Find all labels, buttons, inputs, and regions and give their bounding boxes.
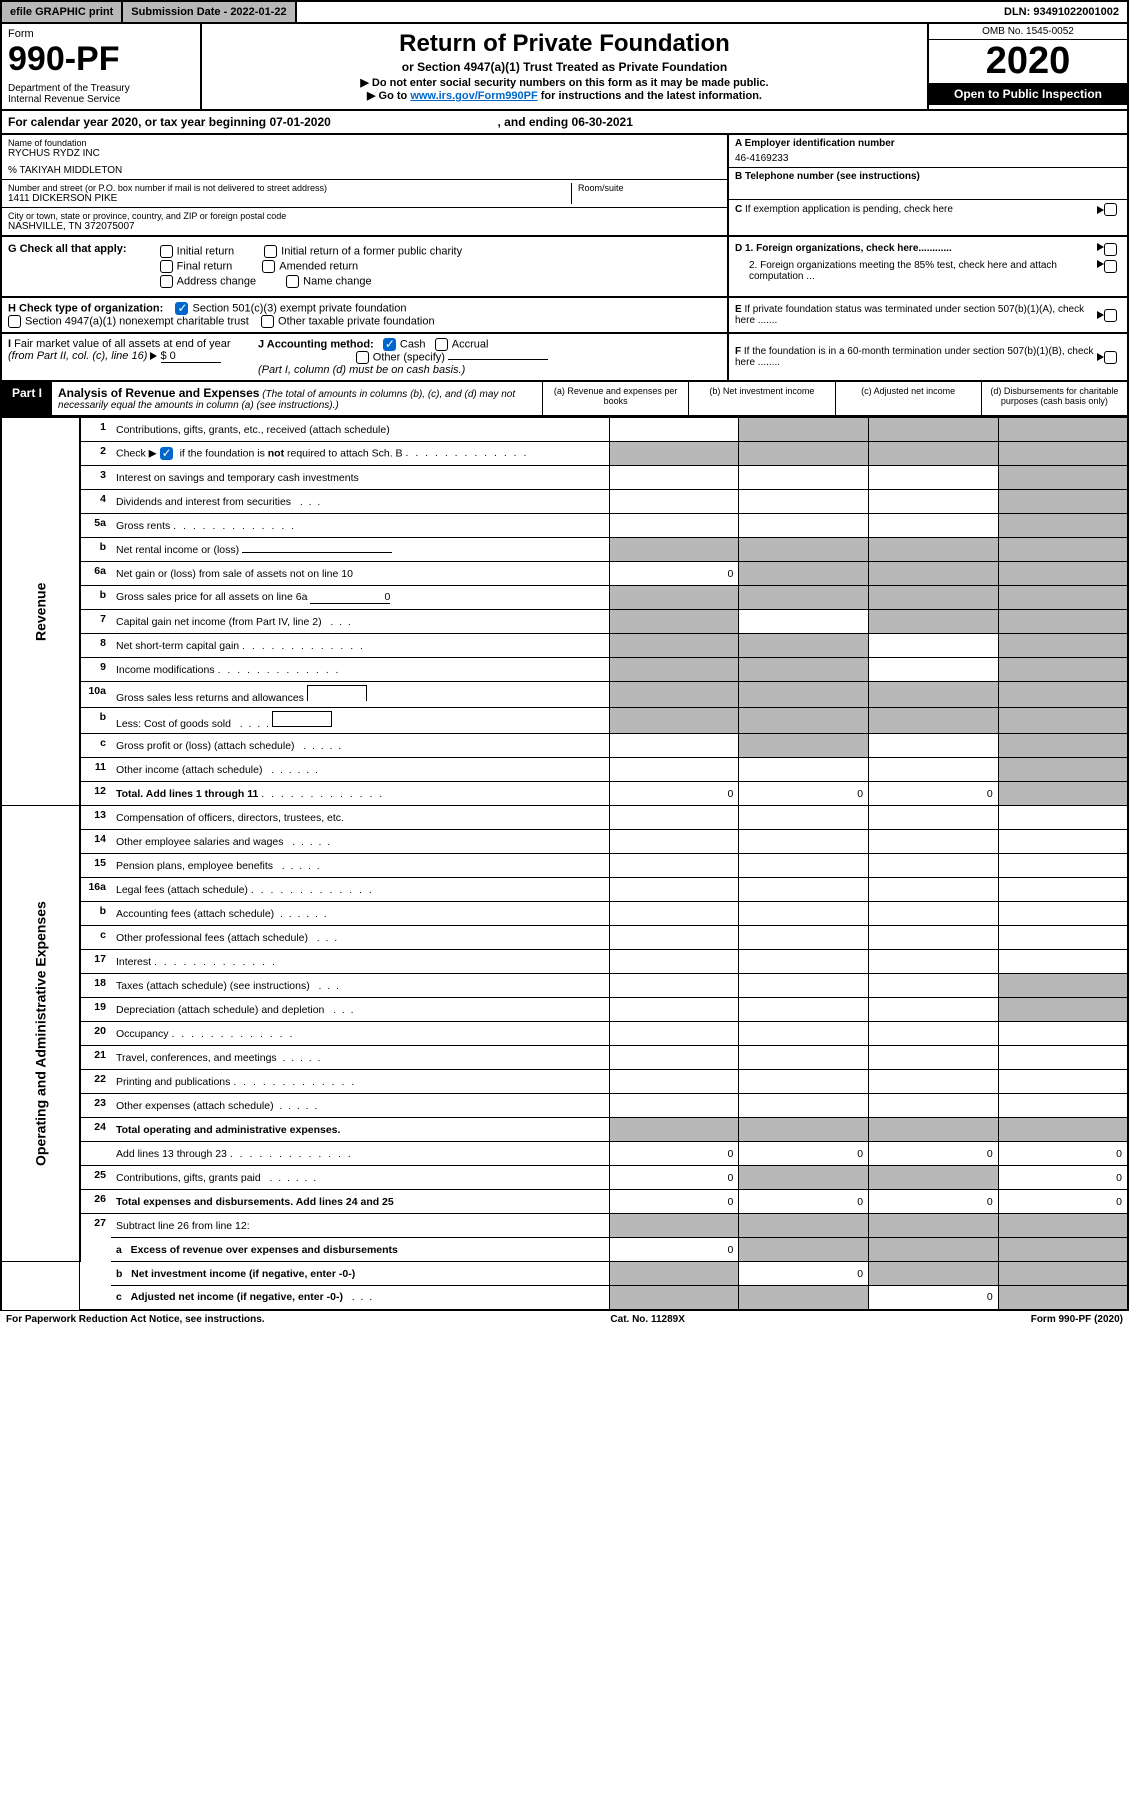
irs-link[interactable]: www.irs.gov/Form990PF (410, 90, 537, 102)
f-label: If the foundation is in a 60-month termi… (735, 346, 1094, 368)
street: 1411 DICKERSON PIKE (8, 193, 571, 204)
e-checkbox[interactable] (1104, 309, 1117, 322)
arrow-icon (1097, 243, 1104, 251)
j-note: (Part I, column (d) must be on cash basi… (258, 364, 465, 376)
f-checkbox[interactable] (1104, 351, 1117, 364)
header: Form 990-PF Department of the Treasury I… (0, 24, 1129, 111)
arrow-icon (1097, 206, 1104, 214)
ij-row: I Fair market value of all assets at end… (0, 334, 1129, 382)
expenses-side: Operating and Administrative Expenses (1, 806, 80, 1262)
ein-label: A Employer identification number (735, 138, 1121, 149)
h-4947-checkbox[interactable] (8, 315, 21, 328)
dln: DLN: 93491022001002 (996, 2, 1127, 22)
tax-year: 2020 (929, 40, 1127, 83)
part-header: Part I Analysis of Revenue and Expenses … (0, 382, 1129, 417)
col-b: (b) Net investment income (688, 382, 834, 415)
col-a: (a) Revenue and expenses per books (542, 382, 688, 415)
revenue-side: Revenue (1, 418, 80, 806)
g-name-checkbox[interactable] (286, 275, 299, 288)
g-initial-checkbox[interactable] (160, 245, 173, 258)
d1-label: D 1. Foreign organizations, check here..… (735, 243, 952, 254)
g-former-checkbox[interactable] (264, 245, 277, 258)
form-number: 990-PF (8, 40, 194, 79)
d2-checkbox[interactable] (1104, 260, 1117, 273)
check-area: G Check all that apply: Initial returnIn… (0, 237, 1129, 298)
arrow-icon (1097, 311, 1104, 319)
d2-label: 2. Foreign organizations meeting the 85%… (735, 260, 1097, 282)
h-label: H Check type of organization: (8, 302, 163, 314)
c-label: If exemption application is pending, che… (745, 204, 953, 215)
footer: For Paperwork Reduction Act Notice, see … (0, 1311, 1129, 1328)
d1-checkbox[interactable] (1104, 243, 1117, 256)
j-other-checkbox[interactable] (356, 351, 369, 364)
open-public: Open to Public Inspection (929, 83, 1127, 105)
omb: OMB No. 1545-0052 (929, 24, 1127, 40)
submission-date: Submission Date - 2022-01-22 (123, 2, 296, 22)
city-label: City or town, state or province, country… (8, 211, 721, 221)
col-d: (d) Disbursements for charitable purpose… (981, 382, 1127, 415)
part-title: Analysis of Revenue and Expenses (58, 386, 259, 400)
schb-checkbox[interactable] (160, 447, 173, 460)
dept: Department of the Treasury Internal Reve… (8, 83, 194, 105)
care-of: % TAKIYAH MIDDLETON (8, 165, 721, 176)
j-label: J Accounting method: (258, 338, 374, 350)
g-amended-checkbox[interactable] (262, 260, 275, 273)
part-label: Part I (2, 382, 52, 415)
h-row: H Check type of organization: Section 50… (0, 298, 1129, 334)
revenue-table: Revenue 1Contributions, gifts, grants, e… (0, 417, 1129, 1311)
arrow-icon (150, 352, 157, 360)
footer-formref: Form 990-PF (2020) (1031, 1314, 1123, 1325)
j-accrual-checkbox[interactable] (435, 338, 448, 351)
addr-label: Number and street (or P.O. box number if… (8, 183, 571, 193)
title: Return of Private Foundation (208, 30, 921, 58)
h-501c3-checkbox[interactable] (175, 302, 188, 315)
name-label: Name of foundation (8, 138, 721, 148)
c-checkbox[interactable] (1104, 203, 1117, 216)
h-other-checkbox[interactable] (261, 315, 274, 328)
6a-val: 0 (609, 562, 739, 586)
calendar-year: For calendar year 2020, or tax year begi… (0, 111, 1129, 135)
ein: 46-4169233 (735, 153, 1121, 164)
footer-left: For Paperwork Reduction Act Notice, see … (6, 1314, 265, 1325)
topbar: efile GRAPHIC print Submission Date - 20… (0, 0, 1129, 24)
phone-label: B Telephone number (see instructions) (735, 171, 1121, 182)
g-final-checkbox[interactable] (160, 260, 173, 273)
efile-label: efile GRAPHIC print (2, 2, 123, 22)
g-address-checkbox[interactable] (160, 275, 173, 288)
col-c: (c) Adjusted net income (835, 382, 981, 415)
note-ssn: ▶ Do not enter social security numbers o… (208, 76, 921, 89)
footer-catno: Cat. No. 11289X (610, 1314, 684, 1325)
arrow-icon (1097, 260, 1104, 268)
room-label: Room/suite (578, 183, 721, 193)
city: NASHVILLE, TN 372075007 (8, 221, 721, 232)
i-value: $ 0 (161, 350, 221, 363)
subtitle: or Section 4947(a)(1) Trust Treated as P… (208, 60, 921, 74)
j-cash-checkbox[interactable] (383, 338, 396, 351)
form-label: Form (8, 28, 194, 40)
arrow-icon (1097, 353, 1104, 361)
e-label: If private foundation status was termina… (735, 304, 1084, 326)
note-link: ▶ Go to www.irs.gov/Form990PF for instru… (208, 89, 921, 102)
id-block: Name of foundation RYCHUS RYDZ INC % TAK… (0, 135, 1129, 237)
foundation-name: RYCHUS RYDZ INC (8, 148, 721, 159)
g-label: G Check all that apply: (8, 243, 127, 255)
